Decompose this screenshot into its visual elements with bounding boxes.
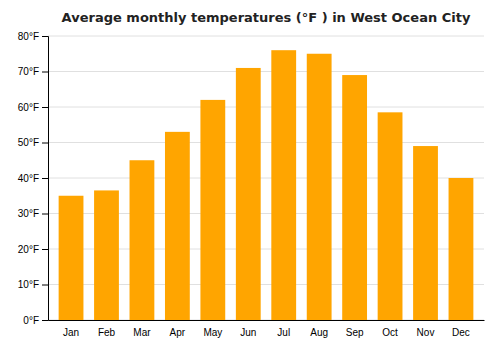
y-tick: 40°F [18, 173, 48, 184]
y-tick-mark [42, 107, 48, 108]
grid [48, 36, 484, 320]
x-tick: Feb [98, 327, 116, 338]
y-axis: 0°F 10°F 20°F 30°F 40°F 50°F 60°F 70°F 80°F [18, 31, 49, 326]
grid-line [48, 142, 484, 143]
chart-container: 0°F 10°F 20°F 30°F 40°F 50°F 60°F 70°F 80°F Jan Fe… [0, 0, 500, 350]
x-tick: Nov [417, 327, 435, 338]
y-tick-label: 20°F [18, 244, 39, 255]
bar [449, 178, 474, 320]
y-tick-mark [42, 285, 48, 286]
bar [378, 112, 403, 320]
x-tick-label: May [203, 327, 222, 338]
y-tick-mark [42, 143, 48, 144]
x-tick: Oct [382, 327, 398, 338]
y-tick-label: 80°F [18, 31, 39, 42]
y-tick: 70°F [18, 66, 48, 77]
x-tick: Apr [170, 327, 186, 338]
x-tick-label: Apr [170, 327, 186, 338]
y-axis-line [42, 37, 49, 321]
y-tick-mark [42, 178, 48, 179]
y-tick-label: 10°F [18, 279, 39, 290]
y-tick: 60°F [18, 102, 48, 113]
x-tick: May [203, 327, 222, 338]
x-tick: Sep [346, 327, 364, 338]
y-tick-label: 50°F [18, 137, 39, 148]
x-tick-label: Sep [346, 327, 364, 338]
x-axis-line [49, 320, 485, 321]
y-tick-label: 0°F [23, 315, 39, 326]
bar [165, 132, 190, 320]
y-tick: 80°F [18, 31, 48, 42]
x-axis: Jan Feb Mar Apr May Jun Jul Aug Sep Oct Nov Dec [49, 321, 485, 339]
x-tick: Mar [133, 327, 151, 338]
title: Average monthly temperatures (°F ) in We… [62, 10, 471, 25]
y-tick-mark [42, 36, 48, 37]
grid-line [48, 107, 484, 108]
grid-line [48, 71, 484, 72]
x-tick: Jun [240, 327, 256, 338]
bar [59, 196, 84, 320]
x-tick-label: Nov [417, 327, 435, 338]
plot-area: 0°F 10°F 20°F 30°F 40°F 50°F 60°F 70°F 80°F Jan Fe… [18, 31, 485, 338]
y-tick-label: 40°F [18, 173, 39, 184]
bar [130, 160, 155, 320]
bar [307, 54, 332, 320]
y-tick: 30°F [18, 208, 48, 219]
bars [59, 50, 474, 320]
bar [236, 68, 261, 320]
x-tick-label: Feb [98, 327, 116, 338]
bar [271, 50, 296, 320]
y-tick-mark [42, 214, 48, 215]
x-tick-label: Jun [240, 327, 256, 338]
bar [413, 146, 438, 320]
x-tick: Aug [310, 327, 328, 338]
y-tick-mark [42, 320, 48, 321]
y-tick-mark [42, 249, 48, 250]
x-tick: Dec [452, 327, 470, 338]
x-tick-label: Dec [452, 327, 470, 338]
bar [342, 75, 367, 320]
y-tick-label: 70°F [18, 66, 39, 77]
chart-svg: 0°F 10°F 20°F 30°F 40°F 50°F 60°F 70°F 80°F Jan Fe… [0, 0, 500, 350]
bar [200, 100, 225, 320]
x-tick: Jan [63, 327, 79, 338]
y-tick: 0°F [23, 315, 48, 326]
y-tick: 10°F [18, 279, 48, 290]
bar [94, 190, 119, 320]
x-tick: Jul [277, 327, 290, 338]
grid-line [48, 36, 484, 37]
y-tick-label: 60°F [18, 102, 39, 113]
x-tick-label: Mar [133, 327, 151, 338]
y-tick: 20°F [18, 244, 48, 255]
x-tick-label: Jul [277, 327, 290, 338]
x-tick-label: Jan [63, 327, 79, 338]
y-tick-mark [42, 72, 48, 73]
x-tick-label: Oct [382, 327, 398, 338]
x-tick-label: Aug [310, 327, 328, 338]
y-tick: 50°F [18, 137, 48, 148]
y-tick-label: 30°F [18, 208, 39, 219]
